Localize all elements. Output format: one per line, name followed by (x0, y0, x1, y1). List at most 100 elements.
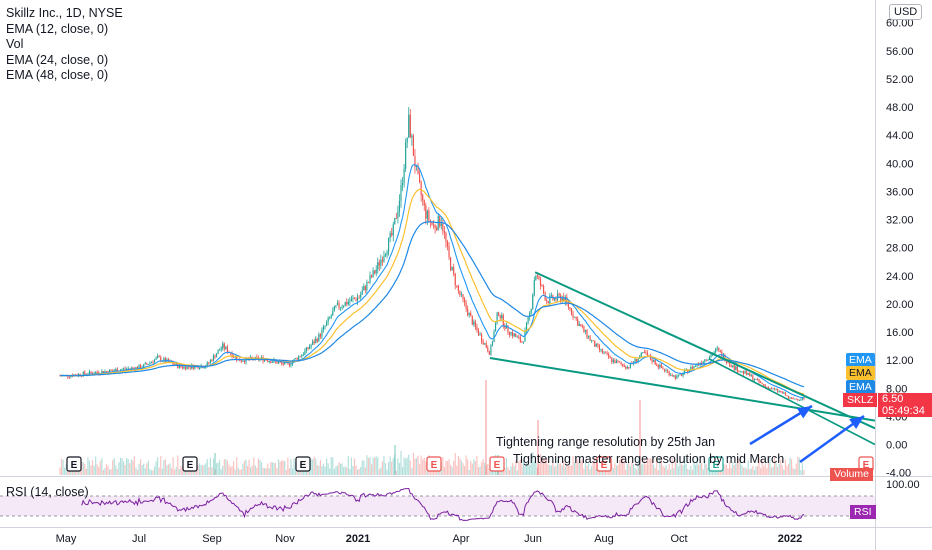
ema24-line (59, 188, 805, 395)
volume-bar (643, 460, 645, 475)
arrow-head (849, 416, 864, 430)
candle-body (95, 372, 97, 374)
candle-body (532, 294, 534, 309)
rsi-line (81, 487, 805, 521)
volume-bar (336, 465, 339, 475)
candle-body (533, 280, 535, 295)
annotation-text: Tightening range resolution by 25th Jan (496, 435, 715, 449)
volume-bar (487, 464, 489, 475)
volume-bar (425, 461, 427, 475)
volume-bar (234, 469, 236, 475)
currency-badge[interactable]: USD (889, 4, 923, 20)
volume-bar (422, 459, 424, 475)
volume-bar (322, 463, 325, 475)
volume-bar (640, 463, 642, 475)
volume-bar (181, 467, 184, 475)
candle-body (276, 361, 278, 364)
candle-body (787, 395, 790, 399)
candle-body (555, 298, 557, 300)
candle-body (729, 362, 731, 365)
volume-bar (629, 466, 631, 475)
candle-body (434, 225, 436, 228)
candle-body (282, 363, 284, 365)
volume-bar (293, 458, 295, 475)
candle-body (629, 362, 631, 368)
volume-bar (219, 459, 221, 475)
candle-body (770, 388, 773, 390)
volume-bar (363, 460, 365, 475)
earnings-marker[interactable]: E (708, 456, 724, 472)
candle-body (316, 338, 318, 342)
candle-body (719, 350, 721, 352)
candle-body (795, 398, 797, 400)
volume-bar (727, 468, 729, 475)
volume-bar (583, 468, 585, 475)
candle-body (242, 361, 244, 362)
volume-bar (575, 458, 577, 475)
candle-body (518, 336, 520, 338)
volume-bar (153, 466, 156, 475)
volume-bar (166, 465, 168, 475)
candle-body (574, 316, 576, 318)
volume-bar (546, 459, 548, 475)
earnings-marker[interactable]: E (295, 456, 311, 472)
volume-spike (214, 453, 216, 475)
candle-body (319, 334, 321, 337)
candle-body (226, 346, 228, 353)
volume-bar (560, 463, 562, 475)
candle-body (268, 361, 270, 362)
y-tick-label: 52.00 (886, 74, 914, 86)
volume-bar (198, 463, 201, 475)
earnings-marker[interactable]: E (182, 456, 198, 472)
volume-bar (127, 459, 129, 475)
candle-body (581, 326, 583, 327)
volume-bar (149, 468, 151, 475)
volume-bar (374, 457, 376, 475)
earnings-marker[interactable]: E (426, 456, 442, 472)
candle-body (646, 352, 649, 356)
bar-countdown: 05:49:34 (882, 405, 925, 417)
candle-body (152, 361, 154, 363)
earnings-marker[interactable]: E (66, 456, 82, 472)
volume-bar (333, 468, 335, 475)
volume-bar (220, 469, 222, 475)
volume-bar (569, 465, 571, 475)
candle-body (739, 371, 742, 373)
arrow-jan (749, 404, 813, 446)
volume-bar (467, 459, 469, 475)
candle-body (301, 354, 303, 357)
candle-body (186, 366, 188, 370)
volume-bar (397, 458, 399, 475)
volume-bar (417, 455, 419, 475)
rsi-band (0, 496, 875, 516)
volume-bar (163, 459, 165, 475)
volume-bar (645, 464, 647, 475)
volume-bar (332, 457, 334, 475)
candle-body (302, 354, 304, 356)
volume-bar (803, 470, 805, 475)
candle-body (659, 364, 661, 368)
volume-bar (699, 460, 701, 475)
volume-bar (730, 467, 732, 475)
candle-body (471, 316, 473, 325)
volume-spike (394, 445, 396, 475)
upper-trendline (534, 271, 876, 430)
volume-bar (756, 465, 759, 475)
earnings-marker[interactable]: E (596, 456, 612, 472)
y-tick-label: 60.00 (886, 18, 914, 30)
candle-body (674, 375, 676, 379)
volume-bar (702, 469, 704, 475)
candle-body (803, 398, 805, 400)
candle-body (209, 360, 211, 363)
candle-body (96, 372, 98, 373)
candle-body (620, 362, 622, 364)
candle-body (312, 341, 314, 345)
candle-body (378, 262, 380, 266)
volume-bar (687, 469, 689, 475)
candle-body (462, 294, 464, 300)
earnings-marker[interactable]: E (489, 456, 505, 472)
volume-bar (124, 464, 126, 475)
volume-bar (360, 467, 362, 475)
candle-body (490, 345, 492, 355)
